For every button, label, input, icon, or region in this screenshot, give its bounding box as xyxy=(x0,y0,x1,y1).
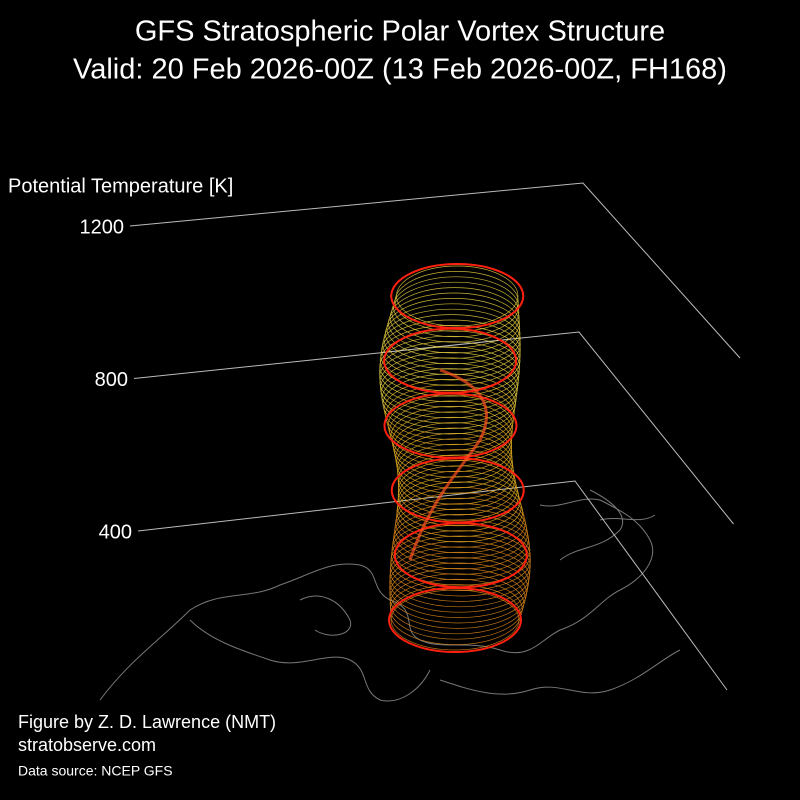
chart-subtitle: Valid: 20 Feb 2026-00Z (13 Feb 2026-00Z,… xyxy=(73,54,727,86)
isentrope-contour xyxy=(380,325,521,386)
isentrope-contour xyxy=(379,352,519,413)
isentrope-contour xyxy=(397,465,519,527)
vortex-inner xyxy=(408,368,488,561)
isentrope-contour xyxy=(390,535,531,597)
isentrope-contour xyxy=(389,400,513,462)
isentrope-contour xyxy=(379,330,521,392)
z-tick-label: 400 xyxy=(99,521,132,543)
isentrope-contour xyxy=(397,476,522,537)
z-tick-label: 1200 xyxy=(80,216,125,238)
isentrope-contour xyxy=(391,519,531,581)
isentrope-contour xyxy=(389,287,520,348)
isentrope-contour xyxy=(394,271,519,332)
isentrope-contour xyxy=(386,298,521,359)
isentrope-contour xyxy=(392,514,530,575)
isentrope-contour xyxy=(379,341,520,402)
credit: Figure by Z. D. Lawrence (NMT) xyxy=(18,712,276,732)
z-axis-label: Potential Temperature [K] xyxy=(8,175,233,197)
isentrope-contour xyxy=(394,497,527,559)
isentrope-contour xyxy=(389,546,530,608)
isentrope-contour xyxy=(388,292,520,354)
isentrope-contour xyxy=(383,308,521,370)
isentrope-contour xyxy=(389,541,531,602)
credit: Data source: NCEP GFS xyxy=(18,763,173,779)
isentrope-contour xyxy=(397,454,517,516)
grid-line xyxy=(129,182,741,359)
isentrope-contour xyxy=(396,265,519,327)
isentrope-contour xyxy=(395,492,526,554)
isentrope-contour xyxy=(396,481,523,543)
z-tick-label: 800 xyxy=(95,369,128,391)
credit: stratobserve.com xyxy=(18,735,156,755)
isentrope-contour xyxy=(379,346,520,408)
isentrope-contour xyxy=(384,303,521,365)
isentrope-contour xyxy=(390,530,531,591)
isentrope-contour xyxy=(390,589,520,651)
chart-title: GFS Stratospheric Polar Vortex Structure xyxy=(135,16,665,48)
grid-line xyxy=(137,480,728,691)
base-map xyxy=(99,489,681,702)
isentrope-contour xyxy=(391,524,531,586)
vortex xyxy=(379,263,531,653)
grid-line xyxy=(133,331,734,525)
isentrope-contour xyxy=(395,487,525,548)
isentrope-contour xyxy=(381,319,521,381)
isentrope-contour xyxy=(397,449,516,510)
isentrope-contour xyxy=(390,578,523,640)
isentrope-contour xyxy=(393,503,528,564)
isentrope-contour xyxy=(391,281,520,343)
isentrope-contour xyxy=(393,508,529,570)
highlight-contour xyxy=(390,263,525,329)
isentrope-contour xyxy=(389,573,525,635)
isentrope-contour xyxy=(379,335,521,397)
isentrope-contour xyxy=(397,460,518,521)
